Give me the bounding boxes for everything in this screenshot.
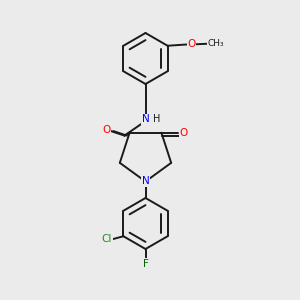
Text: O: O: [180, 128, 188, 138]
Text: CH₃: CH₃: [208, 39, 224, 48]
Text: N: N: [142, 176, 149, 187]
Text: O: O: [102, 124, 111, 135]
Text: N: N: [142, 114, 149, 124]
Text: H: H: [153, 114, 161, 124]
Text: O: O: [188, 39, 196, 49]
Text: F: F: [142, 259, 148, 269]
Text: Cl: Cl: [102, 234, 112, 244]
